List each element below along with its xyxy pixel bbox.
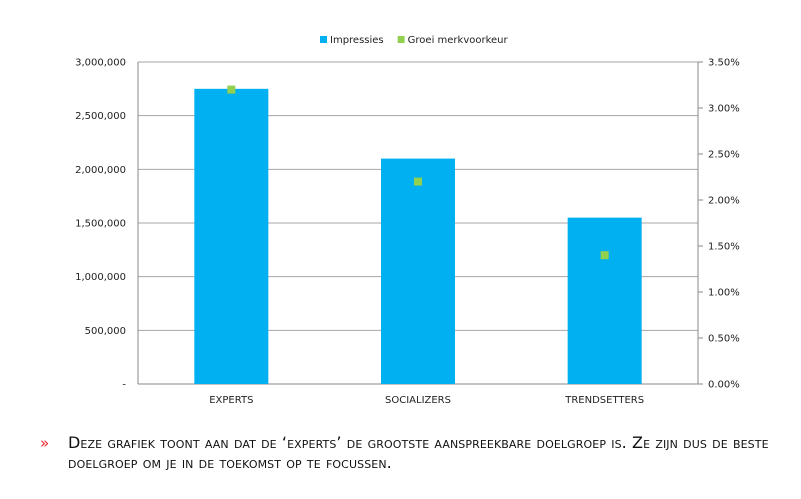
combo-chart: - 500,000 1,000,000 1,500,000 2,000,000 2,500… [75,35,740,406]
marker-socializers [414,177,422,186]
marker-experts [227,85,236,94]
right-tick-label: 1.00% [708,288,740,299]
legend-swatch [397,36,405,43]
legend-label: Impressies [330,35,384,46]
bullet-icon: » [40,434,50,452]
left-tick-label: 1,000,000 [75,272,126,283]
bar-experts [194,88,269,384]
right-tick-label: 2.50% [708,150,740,161]
right-tick-label: 0.50% [708,334,740,345]
right-tick-label: 3.00% [708,104,740,115]
marker-trendsetters [600,251,609,260]
category-label: SOCIALIZERS [385,395,451,406]
left-tick-label: - [122,380,126,391]
left-tick-label: 500,000 [85,326,126,337]
left-tick-label: 3,000,000 [75,58,126,69]
right-tick-label: 1.50% [708,242,740,253]
conclusion-text: Deze grafiek toont aan dat de ‘experts’ … [68,433,769,472]
conclusion-note: » Deze grafiek toont aan dat de ‘experts… [40,433,795,473]
bar-socializers [381,158,455,384]
category-label: EXPERTS [209,395,253,406]
left-tick-label: 2,000,000 [75,165,126,176]
right-tick-label: 3.50% [708,58,740,69]
left-tick-label: 2,500,000 [75,111,126,122]
right-tick-label: 0.00% [708,380,740,391]
bar-trendsetters [567,217,642,384]
legend-label: Groei merkvoorkeur [408,35,509,46]
legend-swatch [320,36,327,43]
right-tick-label: 2.00% [708,196,740,207]
left-tick-label: 1,500,000 [75,219,126,230]
category-label: TRENDSETTERS [564,395,644,406]
